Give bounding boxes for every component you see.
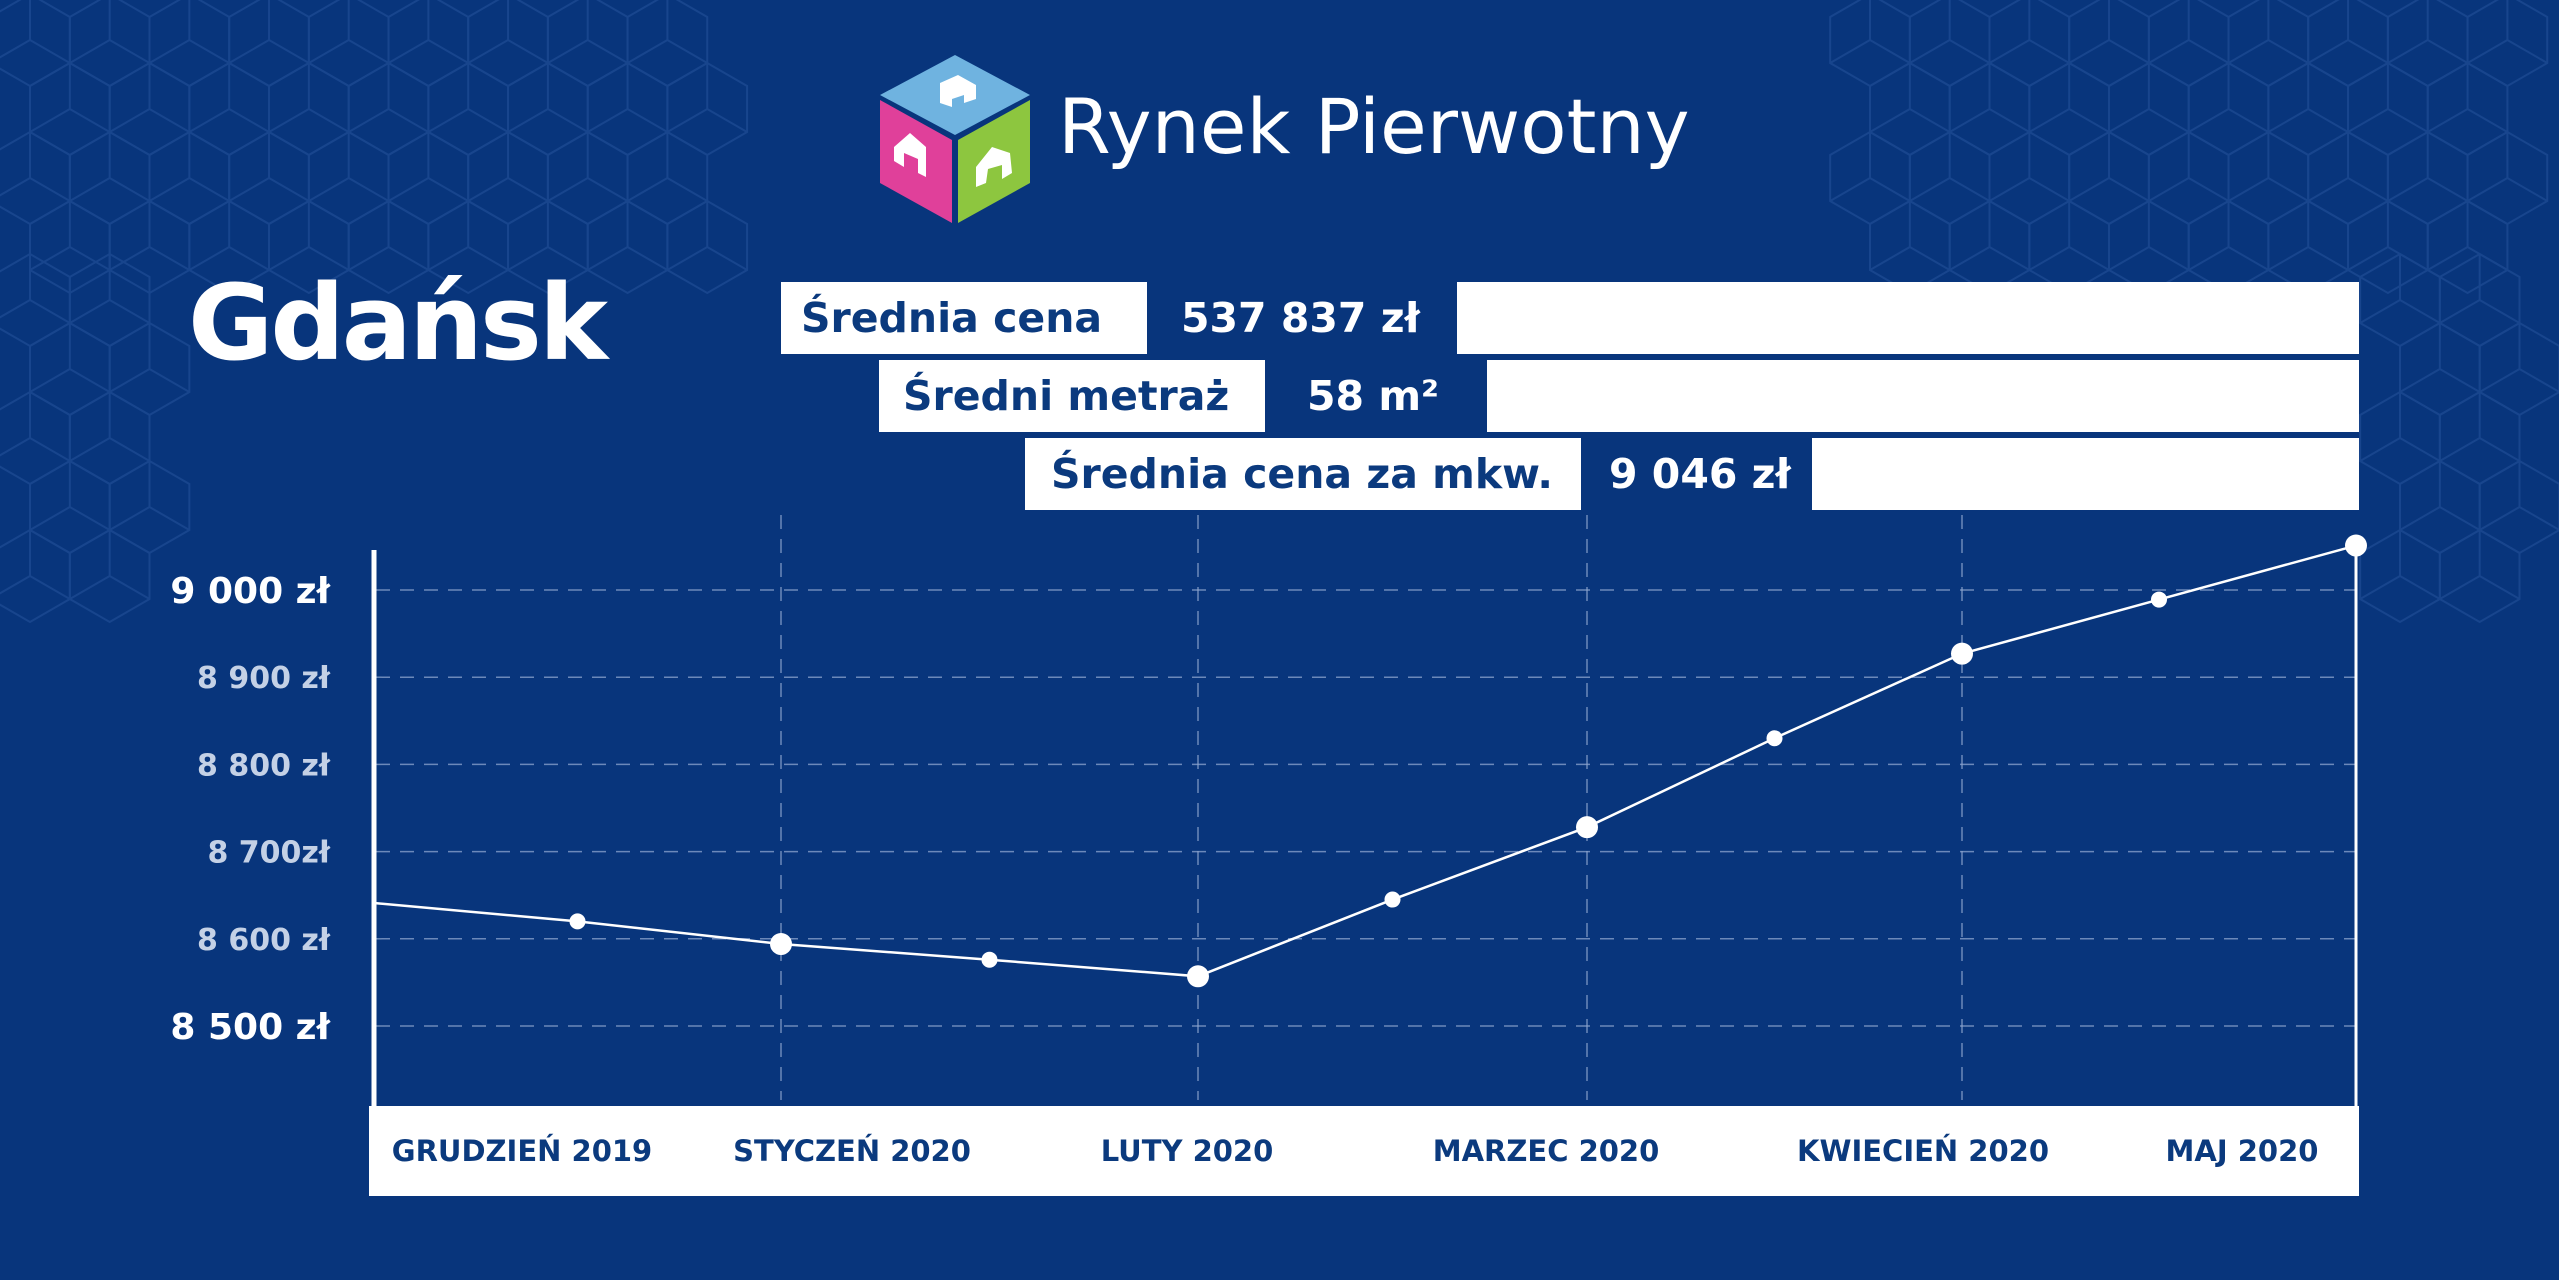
x-tick-label: GRUDZIEŃ 2019	[392, 1134, 652, 1168]
chart-grid	[376, 515, 2356, 1100]
x-tick-label: LUTY 2020	[1101, 1134, 1274, 1168]
y-tick-label: 8 600 zł	[197, 923, 331, 958]
y-tick-label: 8 700zł	[207, 836, 330, 871]
stat-label: Średnia cena	[781, 282, 1147, 354]
data-point	[981, 951, 998, 968]
y-tick-label: 8 900 zł	[197, 661, 331, 696]
stat-value: 537 837 zł	[1181, 294, 1420, 342]
stat-label: Średni metraż	[879, 360, 1265, 432]
stat-bar	[1812, 438, 2359, 510]
x-tick-label: KWIECIEŃ 2020	[1797, 1134, 2049, 1168]
data-point	[1384, 891, 1401, 908]
x-tick-label: STYCZEŃ 2020	[733, 1134, 971, 1168]
city-title: Gdańsk	[188, 262, 608, 384]
y-tick-label: 9 000 zł	[170, 571, 331, 612]
data-point	[569, 913, 586, 930]
x-tick-label: MAJ 2020	[2166, 1134, 2319, 1168]
brand-name: Rynek Pierwotny	[1058, 82, 1690, 171]
data-point	[1951, 642, 1973, 665]
series-line	[373, 544, 2357, 978]
data-point	[770, 933, 792, 956]
y-tick-label: 8 800 zł	[197, 748, 331, 783]
data-point	[2151, 591, 2167, 608]
stat-label: Średnia cena za mkw.	[1025, 438, 1581, 510]
data-point	[2345, 534, 2367, 557]
rynek-pierwotny-logo	[880, 55, 1030, 223]
stat-bar	[1457, 282, 2359, 354]
x-axis-band	[369, 1106, 2359, 1196]
stat-value: 9 046 zł	[1609, 450, 1791, 498]
stat-bar	[1487, 360, 2359, 432]
data-point	[1187, 965, 1209, 988]
data-point	[1576, 816, 1598, 839]
data-point	[1766, 730, 1783, 747]
stat-value: 58 m²	[1307, 372, 1440, 420]
y-tick-label: 8 500 zł	[170, 1007, 331, 1048]
x-tick-label: MARZEC 2020	[1433, 1134, 1660, 1168]
